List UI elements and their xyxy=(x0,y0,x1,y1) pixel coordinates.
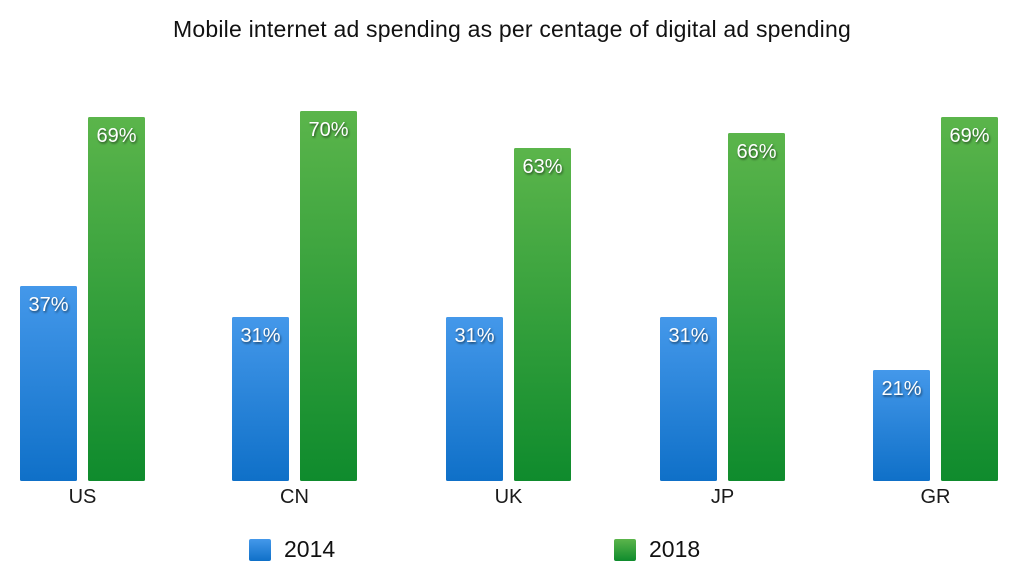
bar-value-label-2014-JP: 31% xyxy=(668,325,709,347)
bar-value-label-2018-US: 69% xyxy=(96,125,137,147)
category-label-GR: GR xyxy=(920,486,951,508)
bar-value-label-2018-UK: 63% xyxy=(522,156,563,178)
bar-value-label-2018-CN: 70% xyxy=(308,119,349,141)
bar-2018-US: 69% xyxy=(88,117,145,481)
bar-group-US: 37% 69% US xyxy=(20,0,145,508)
bar-value-label-2014-GR: 21% xyxy=(881,378,922,400)
bar-2018-CN: 70% xyxy=(300,111,357,481)
bar-2014-US: 37% xyxy=(20,286,77,481)
bar-value-label-2014-UK: 31% xyxy=(454,325,495,347)
bar-2018-GR: 69% xyxy=(941,117,998,481)
bar-2014-GR: 21% xyxy=(873,370,930,481)
chart-title: Mobile internet ad spending as per centa… xyxy=(173,16,851,42)
bar-value-label-2014-US: 37% xyxy=(28,294,69,316)
bar-2014-UK: 31% xyxy=(446,317,503,481)
category-label-UK: UK xyxy=(494,486,523,508)
category-label-US: US xyxy=(68,486,97,508)
bar-value-label-2018-JP: 66% xyxy=(736,141,777,163)
category-label-CN: CN xyxy=(280,486,309,508)
bar-group-JP: 31% 66% JP xyxy=(660,0,785,508)
bar-2018-JP: 66% xyxy=(728,133,785,481)
bar-value-label-2018-GR: 69% xyxy=(949,125,990,147)
category-label-JP: JP xyxy=(710,486,735,508)
bar-value-label-2014-CN: 31% xyxy=(240,325,281,347)
bar-2014-CN: 31% xyxy=(232,317,289,481)
bar-group-UK: 31% 63% UK xyxy=(446,0,571,508)
bar-2014-JP: 31% xyxy=(660,317,717,481)
bar-group-GR: 21% 69% GR xyxy=(873,0,998,508)
bar-2018-UK: 63% xyxy=(514,148,571,481)
bar-group-CN: 31% 70% CN xyxy=(232,0,357,508)
